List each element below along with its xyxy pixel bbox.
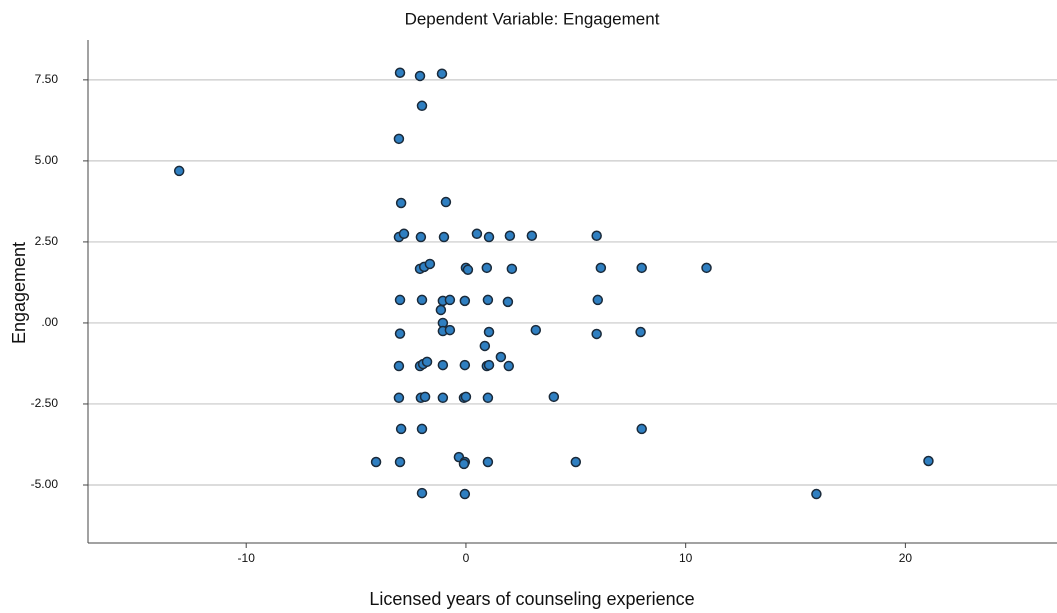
point bbox=[636, 262, 647, 274]
point bbox=[416, 100, 428, 112]
point bbox=[462, 264, 474, 276]
point bbox=[394, 328, 406, 339]
point bbox=[595, 262, 607, 274]
point bbox=[444, 294, 456, 306]
point bbox=[414, 70, 426, 82]
point bbox=[394, 67, 406, 78]
point bbox=[459, 295, 471, 307]
point bbox=[460, 391, 472, 403]
point bbox=[483, 231, 495, 243]
point bbox=[394, 294, 406, 306]
x-tick-label: 10 bbox=[679, 551, 693, 565]
point bbox=[636, 423, 647, 435]
point bbox=[421, 356, 433, 368]
x-axis-label: Licensed years of counseling experience bbox=[369, 589, 694, 609]
point bbox=[416, 423, 428, 435]
point bbox=[479, 340, 491, 352]
point bbox=[393, 360, 405, 372]
y-tick-label: -2.50 bbox=[31, 396, 59, 410]
y-tick-label: 7.50 bbox=[35, 72, 59, 86]
point bbox=[471, 228, 483, 240]
x-tick-label: 0 bbox=[463, 551, 470, 565]
point bbox=[482, 392, 494, 404]
point bbox=[395, 197, 407, 209]
point bbox=[701, 262, 712, 274]
x-tick-label: -10 bbox=[238, 551, 256, 565]
point bbox=[459, 359, 471, 371]
point bbox=[459, 488, 471, 500]
point bbox=[419, 391, 431, 403]
point bbox=[592, 294, 604, 306]
point bbox=[481, 262, 493, 274]
point bbox=[530, 324, 542, 336]
point bbox=[482, 456, 494, 468]
point bbox=[438, 231, 450, 243]
chart-title: Dependent Variable: Engagement bbox=[405, 9, 660, 28]
point bbox=[635, 326, 646, 338]
point bbox=[526, 230, 538, 242]
y-tick-label: 2.50 bbox=[35, 234, 59, 248]
point bbox=[398, 228, 410, 240]
point bbox=[923, 455, 934, 467]
point bbox=[394, 456, 406, 468]
point bbox=[393, 392, 405, 404]
point bbox=[173, 165, 185, 177]
point bbox=[440, 196, 452, 208]
point bbox=[436, 68, 448, 79]
point bbox=[506, 263, 518, 275]
point bbox=[811, 488, 822, 500]
point bbox=[570, 456, 582, 468]
point bbox=[495, 351, 507, 363]
y-tick-label: .00 bbox=[41, 315, 58, 329]
point bbox=[591, 230, 602, 242]
x-tick-label: 20 bbox=[899, 551, 913, 565]
point bbox=[458, 458, 470, 470]
point bbox=[416, 487, 428, 499]
point bbox=[416, 294, 428, 306]
point bbox=[435, 304, 447, 316]
point bbox=[393, 133, 405, 145]
y-tick-label: 5.00 bbox=[35, 153, 59, 167]
point bbox=[415, 231, 427, 243]
point bbox=[370, 456, 382, 468]
point bbox=[548, 391, 560, 403]
point bbox=[483, 359, 495, 371]
point bbox=[504, 230, 516, 242]
point bbox=[395, 423, 407, 435]
point bbox=[483, 326, 495, 338]
point bbox=[503, 360, 515, 372]
point bbox=[482, 294, 494, 306]
point bbox=[502, 296, 514, 308]
point bbox=[591, 328, 602, 340]
point bbox=[424, 258, 436, 270]
y-tick-label: -5.00 bbox=[31, 477, 59, 491]
point bbox=[437, 359, 449, 371]
point bbox=[437, 392, 449, 404]
point bbox=[444, 324, 456, 336]
y-axis-label: Engagement bbox=[9, 242, 29, 344]
